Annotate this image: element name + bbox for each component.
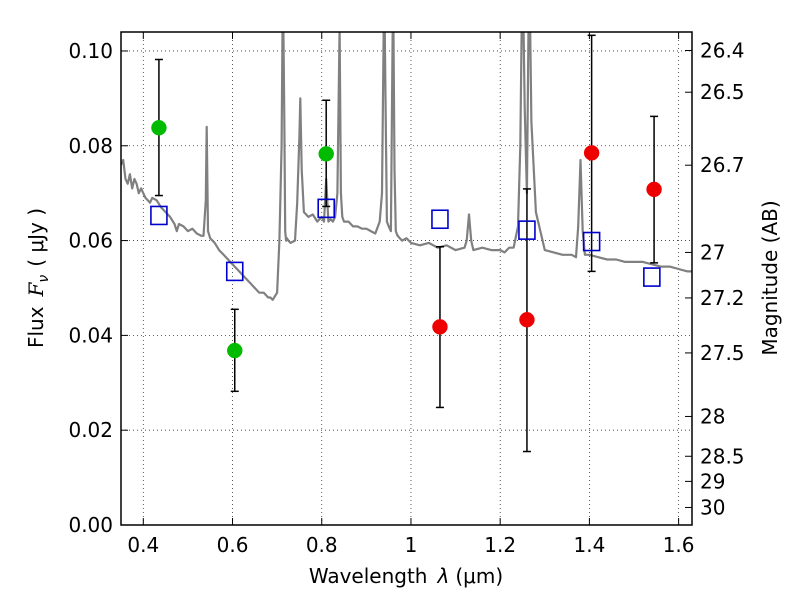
observed-flux-point	[227, 342, 243, 359]
observed-flux-point	[583, 145, 600, 161]
y-axis-label: FluxFν( μJy )	[24, 208, 52, 348]
y2-tick-label: 28	[700, 404, 725, 428]
y-tick-label: 0.00	[68, 513, 113, 537]
y2-tick-label: 27.5	[700, 341, 745, 365]
observed-flux-point	[151, 120, 167, 136]
y-tick-label: 0.08	[68, 134, 113, 158]
y-tick-label: 0.02	[68, 418, 113, 442]
model-photometry-square	[150, 205, 168, 226]
model-photometry-square	[643, 267, 661, 287]
observed-flux-point	[519, 311, 535, 328]
x-tick-label: 0.8	[306, 533, 338, 557]
y-tick-label: 0.10	[68, 39, 113, 63]
spectrum-line	[121, 32, 692, 301]
x-axis-label: Wavelength λ (μm)	[309, 564, 503, 588]
plot-frame	[120, 31, 693, 526]
y2-tick-label: 26.7	[700, 153, 745, 177]
plot-area	[121, 32, 692, 453]
y2-tick-label: 27.2	[700, 286, 745, 310]
x-tick-label: 1	[405, 533, 418, 557]
x-tick-label: 1.4	[573, 533, 605, 557]
y2-tick-label: 28.5	[700, 444, 745, 468]
x-tick-label: 0.6	[217, 533, 249, 557]
y-tick-label: 0.04	[68, 323, 113, 347]
model-photometry-square	[225, 261, 244, 282]
observed-flux-point	[318, 146, 334, 162]
model-photometry-square	[317, 198, 336, 219]
observed-flux-point	[646, 181, 662, 198]
x-tick-label: 1.6	[663, 533, 695, 557]
y2-tick-label: 30	[700, 495, 725, 519]
y2-tick-label: 26.4	[700, 38, 745, 62]
x-tick-label: 1.2	[484, 533, 516, 557]
y2-axis-label: Magnitude (AB)	[758, 200, 782, 355]
y-tick-label: 0.06	[68, 229, 113, 253]
axes-ticks: 0.4 0.6 0.8 1 1.2 1.4 1.6 0.00 0.02 0.04 0.06 0.08 0…	[68, 32, 745, 557]
observed-flux-point	[432, 319, 448, 335]
model-photometry-square	[582, 231, 601, 252]
y2-tick-label: 26.5	[700, 80, 745, 104]
model-photometry-square	[518, 220, 536, 240]
y2-tick-label: 29	[700, 469, 725, 493]
y2-tick-label: 27	[700, 240, 725, 264]
model-photometry-square	[431, 209, 449, 230]
x-tick-label: 0.4	[127, 533, 159, 557]
